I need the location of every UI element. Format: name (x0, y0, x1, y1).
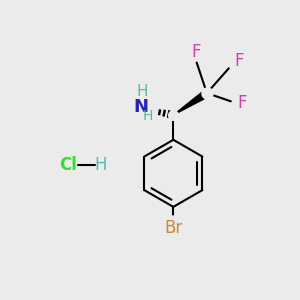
Text: N: N (134, 98, 149, 116)
Text: H: H (136, 84, 148, 99)
Text: F: F (191, 43, 201, 61)
Text: H: H (142, 109, 153, 123)
Polygon shape (173, 90, 209, 115)
Text: F: F (234, 52, 244, 70)
Text: Cl: Cl (59, 156, 77, 174)
Text: F: F (238, 94, 247, 112)
Text: Br: Br (164, 220, 182, 238)
Text: H: H (94, 156, 107, 174)
